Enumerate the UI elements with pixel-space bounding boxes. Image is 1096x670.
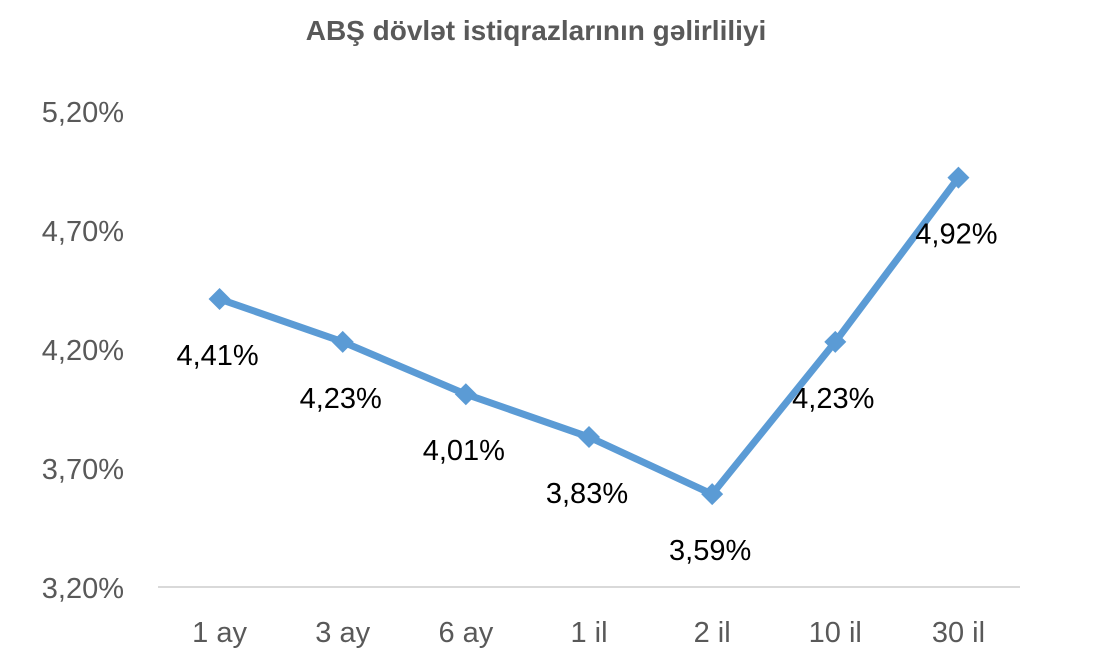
chart-title: ABŞ dövlət istiqrazlarının gəlirliliyi [306,15,767,46]
x-tick-label: 2 il [694,617,731,649]
data-value-label: 4,01% [423,435,505,467]
y-axis-ticks: 3,20% 3,70% 4,20% 4,70% 5,20% [42,97,124,605]
x-tick-label: 30 il [932,617,985,649]
data-point-marker [208,288,231,311]
y-tick-label: 4,20% [42,335,124,367]
data-point-marker [701,483,724,506]
x-tick-label: 1 il [570,617,607,649]
data-point-marker [331,330,354,353]
data-markers [208,166,970,506]
data-value-label: 4,23% [792,383,874,415]
y-tick-label: 3,20% [42,573,124,605]
data-value-label: 4,41% [176,340,258,372]
data-value-label: 4,92% [915,219,997,251]
x-tick-label: 10 il [809,617,862,649]
x-tick-label: 1 ay [192,617,247,649]
y-tick-label: 3,70% [42,454,124,486]
y-tick-label: 4,70% [42,216,124,248]
x-axis-ticks: 1 ay 3 ay 6 ay 1 il 2 il 10 il 30 il [192,617,985,649]
data-value-label: 3,83% [546,478,628,510]
x-tick-label: 6 ay [438,617,493,649]
data-point-marker [578,426,600,449]
data-point-marker [454,383,477,406]
data-point-marker [824,330,847,353]
data-point-marker [947,166,970,189]
data-value-label: 4,23% [300,383,382,415]
data-labels: 4,41% 4,23% 4,01% 3,83% 3,59% 4,23% 4,92% [176,219,997,568]
y-tick-label: 5,20% [42,97,124,129]
x-tick-label: 3 ay [315,617,370,649]
data-value-label: 3,59% [669,535,751,567]
